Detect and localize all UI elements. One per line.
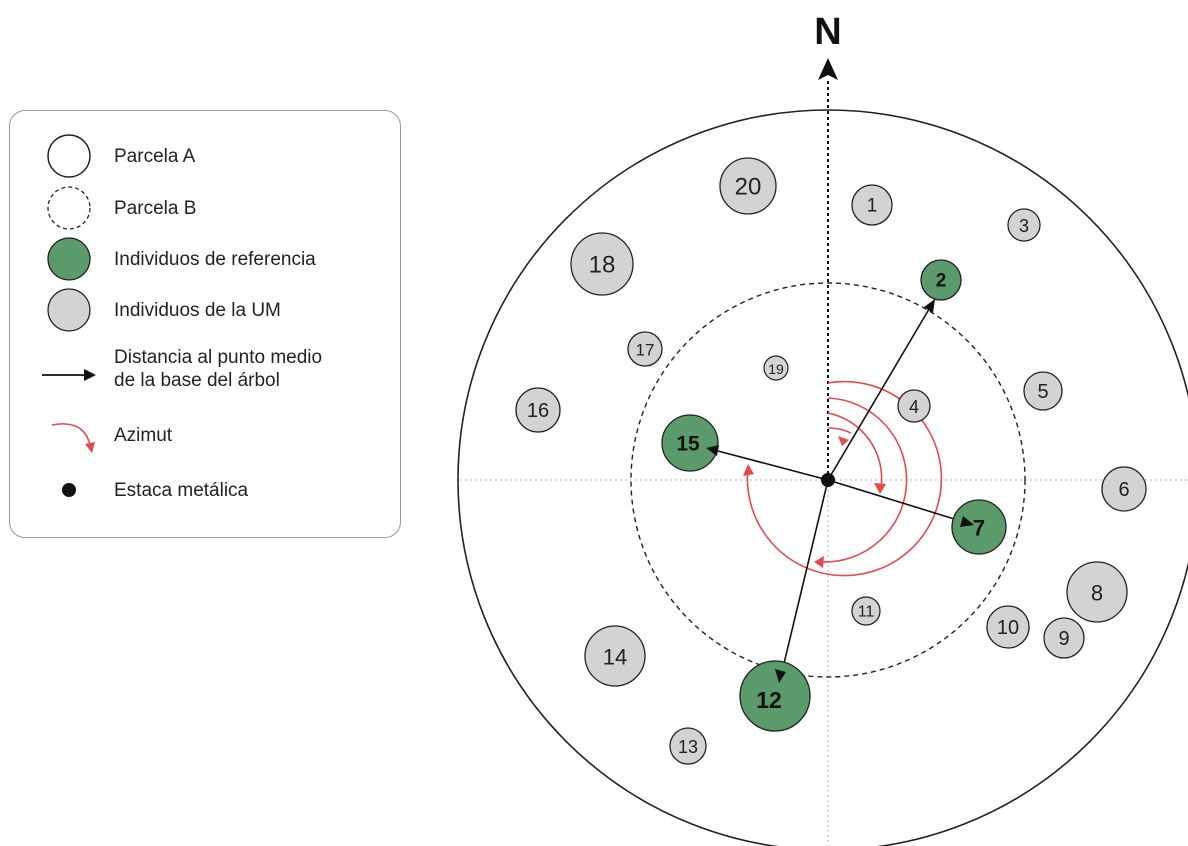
tree-13: 13: [669, 727, 707, 765]
svg-text:7: 7: [973, 516, 985, 541]
tree-1: 1: [851, 184, 893, 226]
svg-text:13: 13: [678, 737, 698, 757]
svg-text:6: 6: [1118, 479, 1129, 501]
tree-16: 16: [515, 387, 561, 433]
svg-text:10: 10: [997, 617, 1019, 639]
legend-label-um-trees: Individuos de la UM: [114, 300, 281, 321]
tree-11: 11: [851, 596, 881, 626]
tree-6: 6: [1101, 466, 1147, 512]
metal-stake: [821, 473, 835, 487]
reference-trees: 2 7 12 15: [661, 259, 1007, 732]
svg-text:8: 8: [1091, 581, 1103, 606]
distance-arrows: [717, 298, 965, 677]
svg-text:9: 9: [1058, 628, 1069, 650]
svg-text:17: 17: [636, 341, 655, 360]
tree-19: 19: [763, 355, 789, 381]
reference-tree-icon: [47, 237, 91, 281]
svg-text:5: 5: [1037, 381, 1048, 403]
parcela-a-icon: [47, 134, 91, 178]
tree-8: 8: [1066, 561, 1128, 623]
tree-5: 5: [1023, 371, 1063, 411]
tree-12: 12: [739, 660, 811, 732]
tree-9: 9: [1043, 617, 1085, 659]
tree-15: 15: [661, 414, 719, 472]
tree-20: 20: [719, 157, 777, 215]
tree-14: 14: [584, 625, 646, 687]
parcela-a-circle: [457, 109, 1188, 846]
svg-text:19: 19: [768, 361, 784, 377]
legend-label-distance-line1: Distancia al punto medio: [114, 347, 323, 368]
um-tree-icon: [47, 288, 91, 332]
stake-icon: [62, 483, 76, 497]
svg-text:15: 15: [676, 433, 700, 456]
svg-text:2: 2: [936, 271, 947, 292]
legend-label-parcela-b: Parcela B: [114, 198, 197, 219]
svg-text:16: 16: [527, 400, 549, 422]
legend-label-stake: Estaca metálica: [114, 480, 249, 501]
svg-text:4: 4: [909, 397, 919, 417]
tree-2: 2: [920, 259, 962, 301]
tree-18: 18: [570, 232, 634, 296]
parcela-b-icon: [47, 186, 91, 230]
parcela-b-circle: [630, 282, 1026, 678]
svg-text:1: 1: [867, 196, 878, 217]
tree-3: 3: [1007, 208, 1041, 242]
legend-label-azimuth: Azimut: [114, 425, 173, 446]
legend-label-parcela-a: Parcela A: [114, 146, 196, 167]
svg-text:3: 3: [1019, 216, 1029, 236]
north-arrowhead-icon: [818, 58, 838, 80]
svg-text:11: 11: [858, 604, 875, 621]
legend-label-distance-line2: de la base del árbol: [114, 370, 280, 391]
legend-panel: Parcela A Parcela B Individuos de refere…: [9, 110, 401, 538]
legend-label-reference-trees: Individuos de referencia: [114, 249, 316, 270]
svg-text:18: 18: [589, 252, 616, 279]
azimuth-arrowheads: [743, 436, 886, 568]
svg-text:12: 12: [756, 687, 782, 713]
um-trees: 20 1 3 18 17 19 4 5: [515, 157, 1147, 765]
tree-7: 7: [951, 499, 1007, 555]
distance-arrowheads: [706, 299, 974, 683]
tree-4: 4: [897, 389, 931, 423]
tree-17: 17: [627, 331, 663, 367]
svg-text:14: 14: [603, 645, 627, 670]
arrow-icon: [42, 369, 96, 381]
azimuth-arc-icon: [51, 423, 95, 453]
svg-text:20: 20: [735, 174, 762, 201]
axis-lines: [458, 479, 1188, 846]
tree-10: 10: [986, 605, 1030, 649]
north-label: N: [814, 11, 841, 53]
